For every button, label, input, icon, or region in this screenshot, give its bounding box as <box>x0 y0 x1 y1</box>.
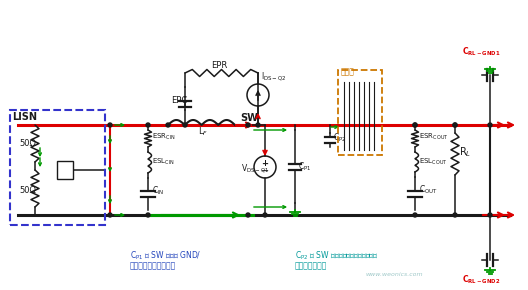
Text: ESL$_{\mathregular{COUT}}$: ESL$_{\mathregular{COUT}}$ <box>419 157 448 167</box>
Text: C$_{\mathregular{P2}}$ 是 SW 与接地散熱器（面積較大）: C$_{\mathregular{P2}}$ 是 SW 与接地散熱器（面積較大） <box>295 249 379 262</box>
Circle shape <box>413 213 417 217</box>
Text: V$_{\mathregular{DS-Q1}}$: V$_{\mathregular{DS-Q1}}$ <box>241 162 269 175</box>
Text: I$_{\mathregular{DS-Q2}}$: I$_{\mathregular{DS-Q2}}$ <box>261 70 287 83</box>
Text: C$_{\mathregular{RL-GND1}}$: C$_{\mathregular{RL-GND1}}$ <box>462 46 501 59</box>
Text: www.weonics.com: www.weonics.com <box>365 272 422 277</box>
Text: C$_{\mathregular{RL-GND2}}$: C$_{\mathregular{RL-GND2}}$ <box>462 273 500 285</box>
Circle shape <box>108 123 112 127</box>
Circle shape <box>256 123 260 127</box>
Text: R$_L$: R$_L$ <box>459 145 471 159</box>
Circle shape <box>413 123 417 127</box>
Circle shape <box>453 123 457 127</box>
Text: 50Ω: 50Ω <box>19 186 36 195</box>
Circle shape <box>108 213 112 217</box>
Text: C$_{\mathregular{IN}}$: C$_{\mathregular{IN}}$ <box>152 184 165 197</box>
Text: +: + <box>261 159 269 168</box>
Text: LISN: LISN <box>12 112 37 122</box>
Text: 散熱器: 散熱器 <box>341 67 355 76</box>
Circle shape <box>146 213 150 217</box>
Circle shape <box>146 123 150 127</box>
Circle shape <box>413 123 417 127</box>
Text: C$_{\mathregular{OUT}}$: C$_{\mathregular{OUT}}$ <box>419 184 438 197</box>
Text: ESL$_{\mathregular{CIN}}$: ESL$_{\mathregular{CIN}}$ <box>152 157 175 167</box>
Text: C$_{\mathregular{P2}}$: C$_{\mathregular{P2}}$ <box>333 132 346 144</box>
Text: −: − <box>261 166 269 176</box>
Circle shape <box>246 213 250 217</box>
Text: ESR$_{\mathregular{CIN}}$: ESR$_{\mathregular{CIN}}$ <box>152 132 176 142</box>
Text: EPC: EPC <box>171 96 187 105</box>
Text: L$_F$: L$_F$ <box>199 125 209 137</box>
Text: 之間的寄生電容: 之間的寄生電容 <box>295 261 327 270</box>
Circle shape <box>488 213 492 217</box>
Circle shape <box>453 123 457 127</box>
Bar <box>10 110 105 225</box>
Text: 50Ω: 50Ω <box>19 139 36 148</box>
Text: SW: SW <box>240 113 258 123</box>
Circle shape <box>166 123 170 127</box>
Circle shape <box>246 123 250 127</box>
Circle shape <box>488 123 492 127</box>
Text: C$_{\mathregular{P1}}$ 是 SW 与底盤 GND/: C$_{\mathregular{P1}}$ 是 SW 与底盤 GND/ <box>130 249 202 262</box>
Bar <box>57 161 73 179</box>
Text: 接地端之間的寄生電容: 接地端之間的寄生電容 <box>130 261 176 270</box>
Bar <box>338 70 382 155</box>
Text: ESR$_{\mathregular{COUT}}$: ESR$_{\mathregular{COUT}}$ <box>419 132 449 142</box>
Circle shape <box>263 213 267 217</box>
Circle shape <box>183 123 187 127</box>
Text: EPR: EPR <box>212 61 228 70</box>
Circle shape <box>453 213 457 217</box>
Text: C$_{\mathregular{P1}}$: C$_{\mathregular{P1}}$ <box>298 160 312 173</box>
